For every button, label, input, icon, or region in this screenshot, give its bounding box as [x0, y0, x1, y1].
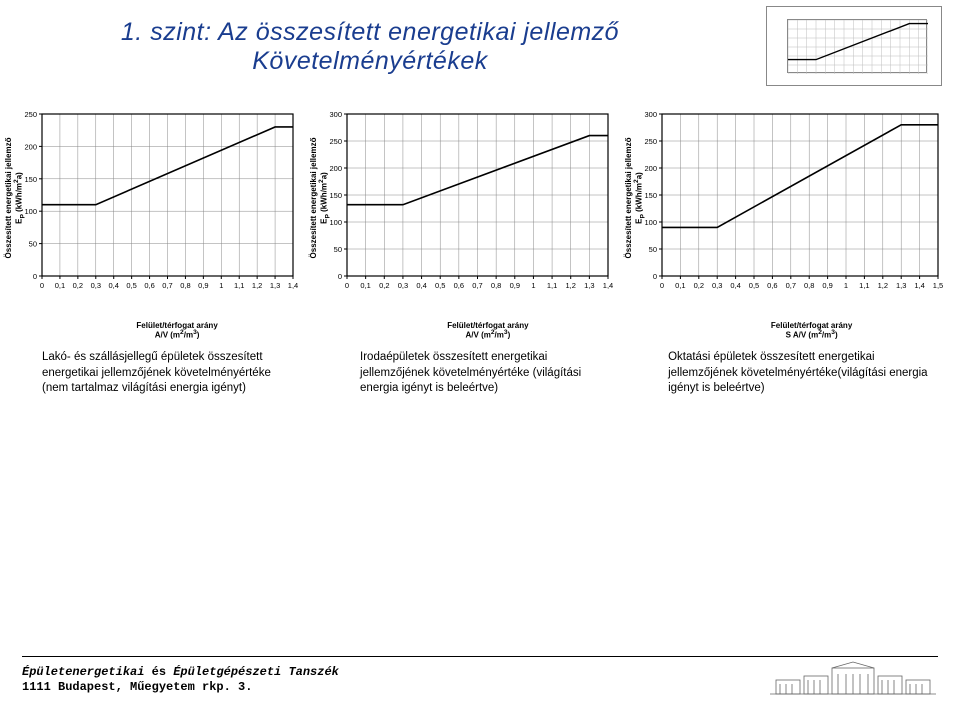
footer-line-2: 1111 Budapest, Műegyetem rkp. 3. — [22, 680, 339, 696]
svg-text:0,1: 0,1 — [55, 281, 65, 290]
svg-text:0,8: 0,8 — [491, 281, 501, 290]
svg-text:0,7: 0,7 — [472, 281, 482, 290]
svg-text:50: 50 — [29, 240, 37, 249]
svg-text:1,3: 1,3 — [584, 281, 594, 290]
charts-row: 0 0,1 0,2 0,3 0,4 0,5 0,6 0,7 0,8 0,9 1 1,1 1,2 1,3 1,… — [0, 108, 960, 348]
svg-text:100: 100 — [24, 207, 37, 216]
svg-text:1,2: 1,2 — [252, 281, 262, 290]
svg-text:100: 100 — [329, 218, 342, 227]
svg-text:0,1: 0,1 — [360, 281, 370, 290]
svg-text:1,2: 1,2 — [565, 281, 575, 290]
chart-2: 0 0,1 0,2 0,3 0,4 0,5 0,6 0,7 0,8 0,9 1 1,1 1,2 1,3 1,… — [311, 108, 616, 338]
svg-text:0,2: 0,2 — [73, 281, 83, 290]
svg-text:1,1: 1,1 — [547, 281, 557, 290]
svg-text:1,5: 1,5 — [933, 281, 943, 290]
footer-dept-a: Épületenergetikai — [22, 665, 152, 679]
svg-text:200: 200 — [329, 164, 342, 173]
svg-text:300: 300 — [329, 110, 342, 119]
svg-text:0,1: 0,1 — [675, 281, 685, 290]
svg-text:0,8: 0,8 — [180, 281, 190, 290]
svg-text:1: 1 — [531, 281, 535, 290]
university-logo-icon — [768, 660, 938, 696]
thumbnail-plot-area — [787, 19, 927, 73]
svg-text:1,3: 1,3 — [270, 281, 280, 290]
svg-text:1,1: 1,1 — [859, 281, 869, 290]
footer-line-1: Épületenergetikai és Épületgépészeti Tan… — [22, 665, 339, 681]
svg-text:250: 250 — [644, 137, 657, 146]
svg-text:1,4: 1,4 — [288, 281, 298, 290]
svg-text:0,3: 0,3 — [712, 281, 722, 290]
svg-text:0,4: 0,4 — [108, 281, 118, 290]
caption-1: Lakó- és szállásjellegű épületek összesí… — [42, 350, 300, 397]
svg-text:150: 150 — [644, 191, 657, 200]
captions-row: Lakó- és szállásjellegű épületek összesí… — [0, 350, 960, 397]
svg-text:300: 300 — [644, 110, 657, 119]
svg-text:0,6: 0,6 — [144, 281, 154, 290]
svg-text:0,2: 0,2 — [694, 281, 704, 290]
svg-text:50: 50 — [334, 245, 342, 254]
title-line-1: 1. szint: Az összesített energetikai jel… — [100, 18, 640, 47]
svg-text:0: 0 — [660, 281, 664, 290]
svg-text:0,5: 0,5 — [126, 281, 136, 290]
svg-text:1,2: 1,2 — [878, 281, 888, 290]
svg-text:1,3: 1,3 — [896, 281, 906, 290]
svg-text:0,3: 0,3 — [91, 281, 101, 290]
svg-text:0,8: 0,8 — [804, 281, 814, 290]
svg-text:1,1: 1,1 — [234, 281, 244, 290]
svg-text:250: 250 — [24, 110, 37, 119]
svg-text:0,6: 0,6 — [767, 281, 777, 290]
svg-text:150: 150 — [329, 191, 342, 200]
footer-dept-and: és — [152, 665, 174, 679]
chart-1: 0 0,1 0,2 0,3 0,4 0,5 0,6 0,7 0,8 0,9 1 1,1 1,2 1,3 1,… — [6, 108, 301, 338]
title-line-2: Követelményértékek — [100, 47, 640, 76]
svg-text:1: 1 — [844, 281, 848, 290]
svg-text:100: 100 — [644, 218, 657, 227]
svg-text:0,9: 0,9 — [198, 281, 208, 290]
svg-text:50: 50 — [649, 245, 657, 254]
svg-text:0,3: 0,3 — [398, 281, 408, 290]
svg-text:0,5: 0,5 — [749, 281, 759, 290]
svg-text:0,9: 0,9 — [822, 281, 832, 290]
svg-text:0: 0 — [653, 272, 657, 281]
chart-3: 0 0,1 0,2 0,3 0,4 0,5 0,6 0,7 0,8 0,9 1 1,1 1,2 1,3 1,… — [626, 108, 946, 338]
svg-text:150: 150 — [24, 175, 37, 184]
svg-text:0,7: 0,7 — [162, 281, 172, 290]
svg-text:0,9: 0,9 — [510, 281, 520, 290]
caption-3: Oktatási épületek összesített energetika… — [668, 350, 936, 397]
svg-text:0,5: 0,5 — [435, 281, 445, 290]
slide-title: 1. szint: Az összesített energetikai jel… — [100, 18, 640, 76]
footer-dept-c: Épületgépészeti Tanszék — [173, 665, 339, 679]
svg-text:200: 200 — [644, 164, 657, 173]
svg-text:0: 0 — [40, 281, 44, 290]
footer-text: Épületenergetikai és Épületgépészeti Tan… — [22, 665, 339, 696]
svg-text:200: 200 — [24, 142, 37, 151]
svg-text:0,4: 0,4 — [416, 281, 426, 290]
svg-text:0: 0 — [345, 281, 349, 290]
footer-bar: Épületenergetikai és Épületgépészeti Tan… — [22, 656, 938, 696]
svg-text:0,4: 0,4 — [730, 281, 740, 290]
caption-2: Irodaépületek összesített energetikai je… — [360, 350, 618, 397]
svg-text:0,2: 0,2 — [379, 281, 389, 290]
thumbnail-chart — [766, 6, 942, 86]
svg-text:0,6: 0,6 — [454, 281, 464, 290]
svg-text:250: 250 — [329, 137, 342, 146]
svg-text:1,4: 1,4 — [603, 281, 613, 290]
svg-text:0,7: 0,7 — [786, 281, 796, 290]
thumbnail-svg — [788, 20, 928, 74]
svg-text:1,4: 1,4 — [914, 281, 924, 290]
svg-text:0: 0 — [338, 272, 342, 281]
svg-text:0: 0 — [33, 272, 37, 281]
svg-text:1: 1 — [219, 281, 223, 290]
